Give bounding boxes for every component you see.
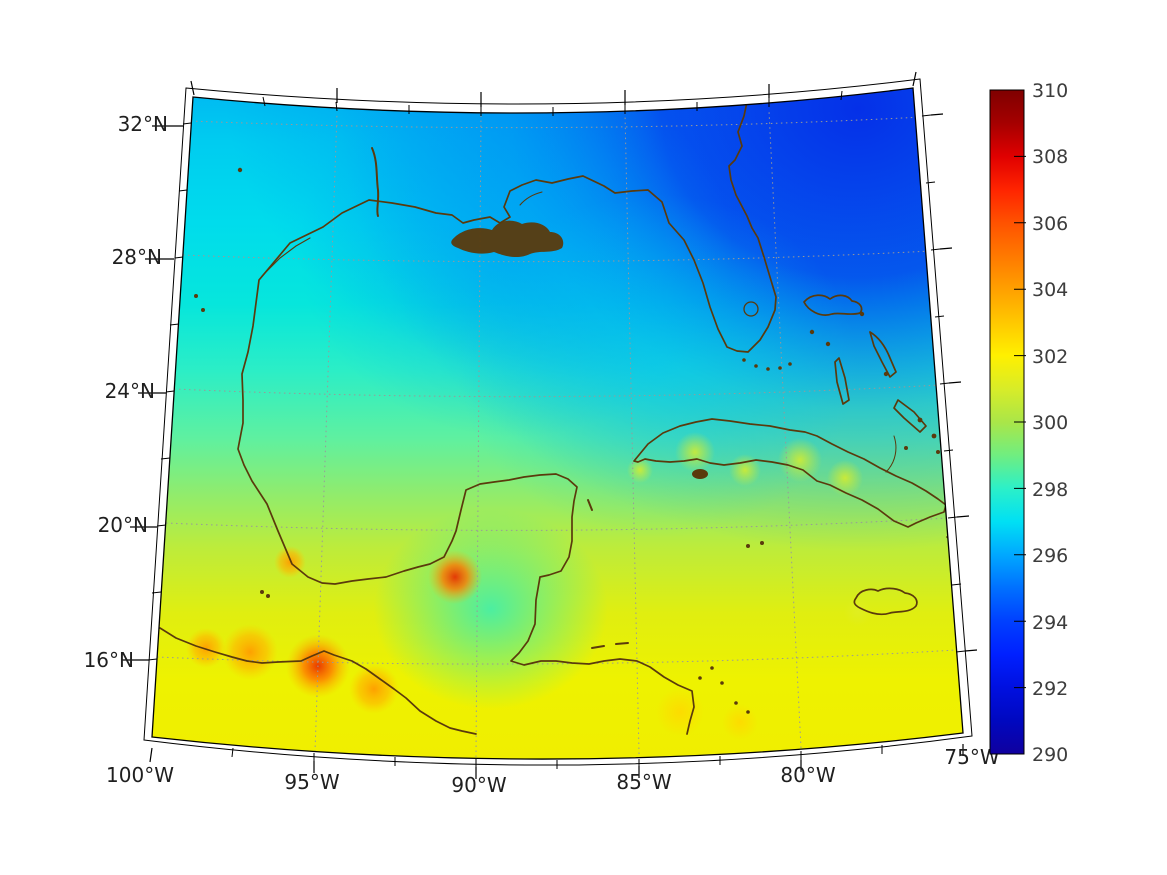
y-axis-tick-label: 24°N [105,379,155,403]
colorbar-tick-label: 300 [1032,412,1068,434]
colorbar-tick-label: 310 [1032,80,1068,102]
coastline-cozumel [587,499,593,511]
map-field [152,88,963,760]
x-axis-tick-label: 95°W [284,770,339,794]
map-frame [122,71,978,779]
colorbar-tick-label: 306 [1032,213,1068,235]
x-axis-tick-label: 100°W [106,763,174,787]
coastline-bay-islands [591,642,629,649]
coastline-bahama-bank [885,435,897,473]
coastline-mainland [237,94,777,735]
coastline-bahamas-longisland [893,399,927,433]
map-frame-inner [151,87,964,760]
colorbar-tick-label: 308 [1032,146,1068,168]
y-axis-tick-label: 32°N [118,112,168,136]
x-axis-tick-label: 90°W [451,773,506,797]
y-axis: 32°N 28°N 24°N 20°N 16°N [84,112,168,672]
temperature-hotspots [186,432,872,740]
colorbar-tick-label: 298 [1032,479,1068,501]
x-axis-tick-label: 85°W [616,770,671,794]
lake-toledo-bend [371,147,380,217]
lake-okeechobee [743,301,759,317]
colorbar-tick-label: 302 [1032,346,1068,368]
coastline-chandeleur [519,191,543,206]
mississippi-delta-marsh [451,220,564,258]
map-frame-dividers [147,90,966,769]
colorbar-tick-label: 304 [1032,279,1068,301]
colorbar-labels: 310 308 306 304 302 300 298 296 294 292 … [1032,80,1068,766]
coastline-bahamas-andros [834,357,850,405]
coastline-jamaica [853,587,918,616]
coastline-specks [194,167,940,714]
colorbar-tick-label: 290 [1032,744,1068,766]
coastline-texas-barrier [261,237,311,277]
coastline-bahamas-1 [803,294,863,316]
coastline [159,94,963,735]
colorbar-tick-label: 294 [1032,612,1068,634]
coastline-bahamas-eleuthera [869,331,897,378]
colorbar: 310 308 306 304 302 300 298 296 294 292 … [989,80,1068,766]
colorbar-tick-label: 292 [1032,678,1068,700]
map-frame-outer [143,78,973,766]
colorbar-tick-label: 296 [1032,545,1068,567]
y-axis-tick-label: 20°N [98,513,148,537]
y-axis-tick-label: 28°N [112,245,162,269]
coastline-pacific [159,627,477,735]
x-axis-tick-label: 80°W [780,763,835,787]
graticule [156,110,957,758]
temperature-field-campeche [152,88,963,760]
axis-tick-stubs [122,71,978,779]
coastline-cuba [633,418,947,528]
colorbar-ticks [1014,155,1026,689]
y-axis-tick-label: 16°N [84,648,134,672]
